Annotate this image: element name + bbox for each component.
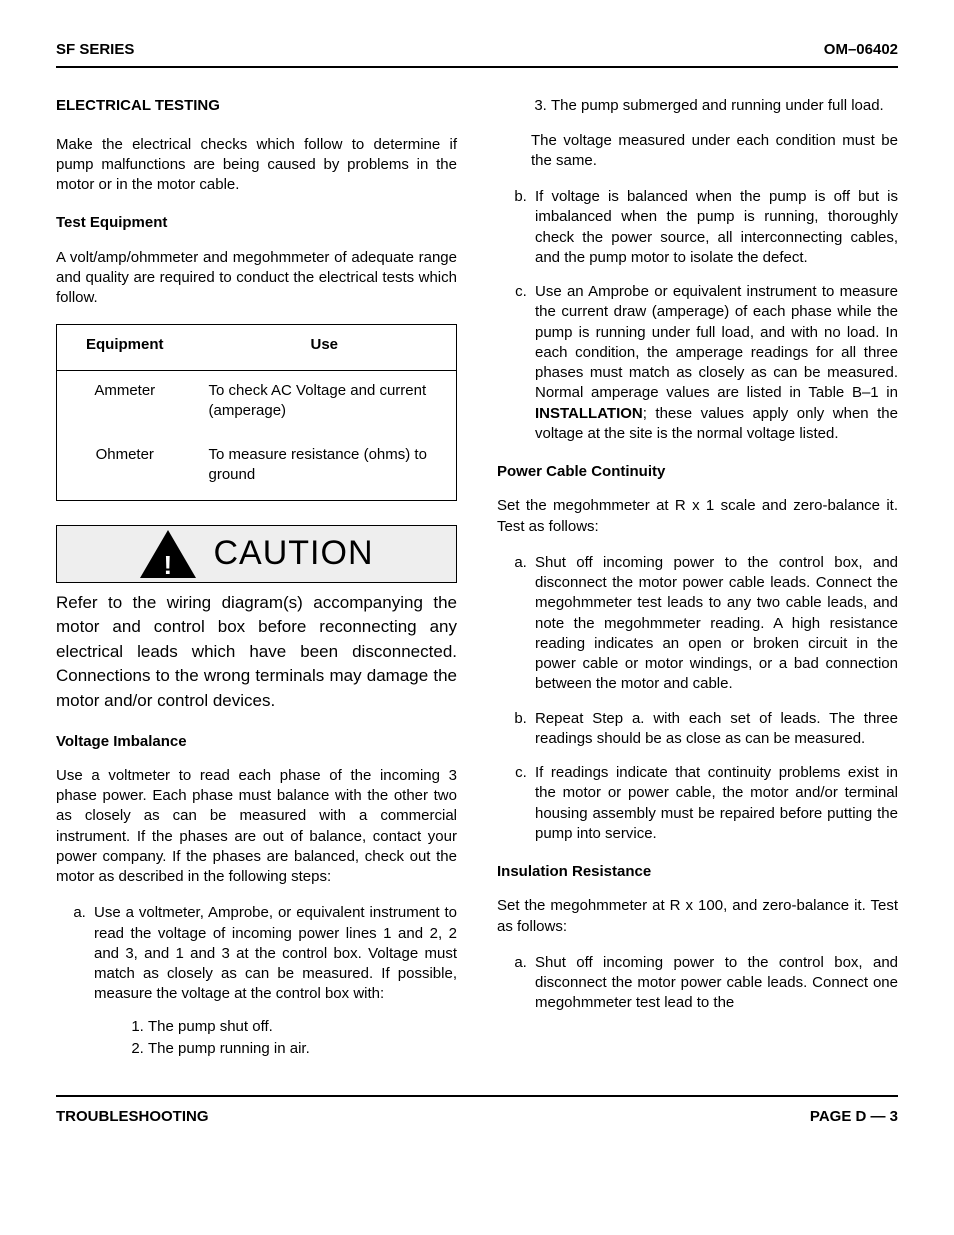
footer-right: PAGE D — 3 bbox=[810, 1107, 898, 1127]
header-right: OM–06402 bbox=[824, 40, 898, 60]
test-equipment-intro: A volt/amp/ohmmeter and megohmmeter of a… bbox=[56, 248, 457, 309]
insulation-step-a: Shut off incoming power to the control b… bbox=[531, 953, 898, 1014]
footer-left: TROUBLESHOOTING bbox=[56, 1107, 209, 1127]
sub-1: The pump shut off. bbox=[148, 1017, 457, 1037]
power-cable-title: Power Cable Continuity bbox=[497, 462, 898, 482]
td-use: To measure resistance (ohms) to ground bbox=[193, 435, 457, 500]
content-columns: ELECTRICAL TESTING Make the electrical c… bbox=[56, 96, 898, 1075]
caution-box: CAUTION bbox=[56, 525, 457, 583]
electrical-testing-title: ELECTRICAL TESTING bbox=[56, 96, 457, 116]
power-cable-step-c: If readings indicate that continuity pro… bbox=[531, 763, 898, 844]
voltage-steps-left: Use a voltmeter, Amprobe, or equivalent … bbox=[56, 903, 457, 1059]
td-equipment: Ohmeter bbox=[57, 435, 193, 500]
table-row: Ohmeter To measure resistance (ohms) to … bbox=[57, 435, 457, 500]
th-use: Use bbox=[193, 325, 457, 370]
page-footer: TROUBLESHOOTING PAGE D — 3 bbox=[56, 1095, 898, 1127]
insulation-steps: Shut off incoming power to the control b… bbox=[497, 953, 898, 1014]
power-cable-steps: Shut off incoming power to the control b… bbox=[497, 553, 898, 844]
voltage-imbalance-intro: Use a voltmeter to read each phase of th… bbox=[56, 766, 457, 888]
warning-triangle-icon bbox=[140, 530, 196, 578]
sub-3: The pump submerged and running under ful… bbox=[551, 96, 898, 116]
equipment-table: Equipment Use Ammeter To check AC Voltag… bbox=[56, 324, 457, 500]
voltage-step-c-bold: INSTALLATION bbox=[535, 405, 643, 422]
test-equipment-title: Test Equipment bbox=[56, 213, 457, 233]
td-use: To check AC Voltage and current (amperag… bbox=[193, 370, 457, 435]
voltage-step-a-tail: The voltage measured under each conditio… bbox=[531, 131, 898, 172]
voltage-step-b: If voltage is balanced when the pump is … bbox=[531, 187, 898, 268]
power-cable-intro: Set the megohmmeter at R x 1 scale and z… bbox=[497, 496, 898, 537]
caution-label: CAUTION bbox=[214, 531, 374, 577]
voltage-step-a-sublist: The pump shut off. The pump running in a… bbox=[94, 1017, 457, 1060]
sub-2: The pump running in air. bbox=[148, 1039, 457, 1059]
voltage-step-c-pre: Use an Amprobe or equivalent instrument … bbox=[535, 283, 898, 401]
table-header-row: Equipment Use bbox=[57, 325, 457, 370]
table-row: Ammeter To check AC Voltage and current … bbox=[57, 370, 457, 435]
insulation-title: Insulation Resistance bbox=[497, 862, 898, 882]
power-cable-step-b: Repeat Step a. with each set of leads. T… bbox=[531, 709, 898, 750]
voltage-imbalance-title: Voltage Imbalance bbox=[56, 732, 457, 752]
electrical-testing-intro: Make the electrical checks which follow … bbox=[56, 135, 457, 196]
left-column: ELECTRICAL TESTING Make the electrical c… bbox=[56, 96, 457, 1075]
right-column: The pump submerged and running under ful… bbox=[497, 96, 898, 1075]
power-cable-step-a: Shut off incoming power to the control b… bbox=[531, 553, 898, 695]
voltage-step-a-sublist-cont: The pump submerged and running under ful… bbox=[497, 96, 898, 116]
voltage-step-c: Use an Amprobe or equivalent instrument … bbox=[531, 282, 898, 444]
td-equipment: Ammeter bbox=[57, 370, 193, 435]
page-header: SF SERIES OM–06402 bbox=[56, 40, 898, 68]
insulation-intro: Set the megohmmeter at R x 100, and zero… bbox=[497, 896, 898, 937]
voltage-step-a-text: Use a voltmeter, Amprobe, or equivalent … bbox=[94, 904, 457, 1002]
th-equipment: Equipment bbox=[57, 325, 193, 370]
voltage-step-a: Use a voltmeter, Amprobe, or equivalent … bbox=[90, 903, 457, 1059]
voltage-steps-right: If voltage is balanced when the pump is … bbox=[497, 187, 898, 444]
caution-text: Refer to the wiring diagram(s) accompany… bbox=[56, 591, 457, 714]
header-left: SF SERIES bbox=[56, 40, 134, 60]
